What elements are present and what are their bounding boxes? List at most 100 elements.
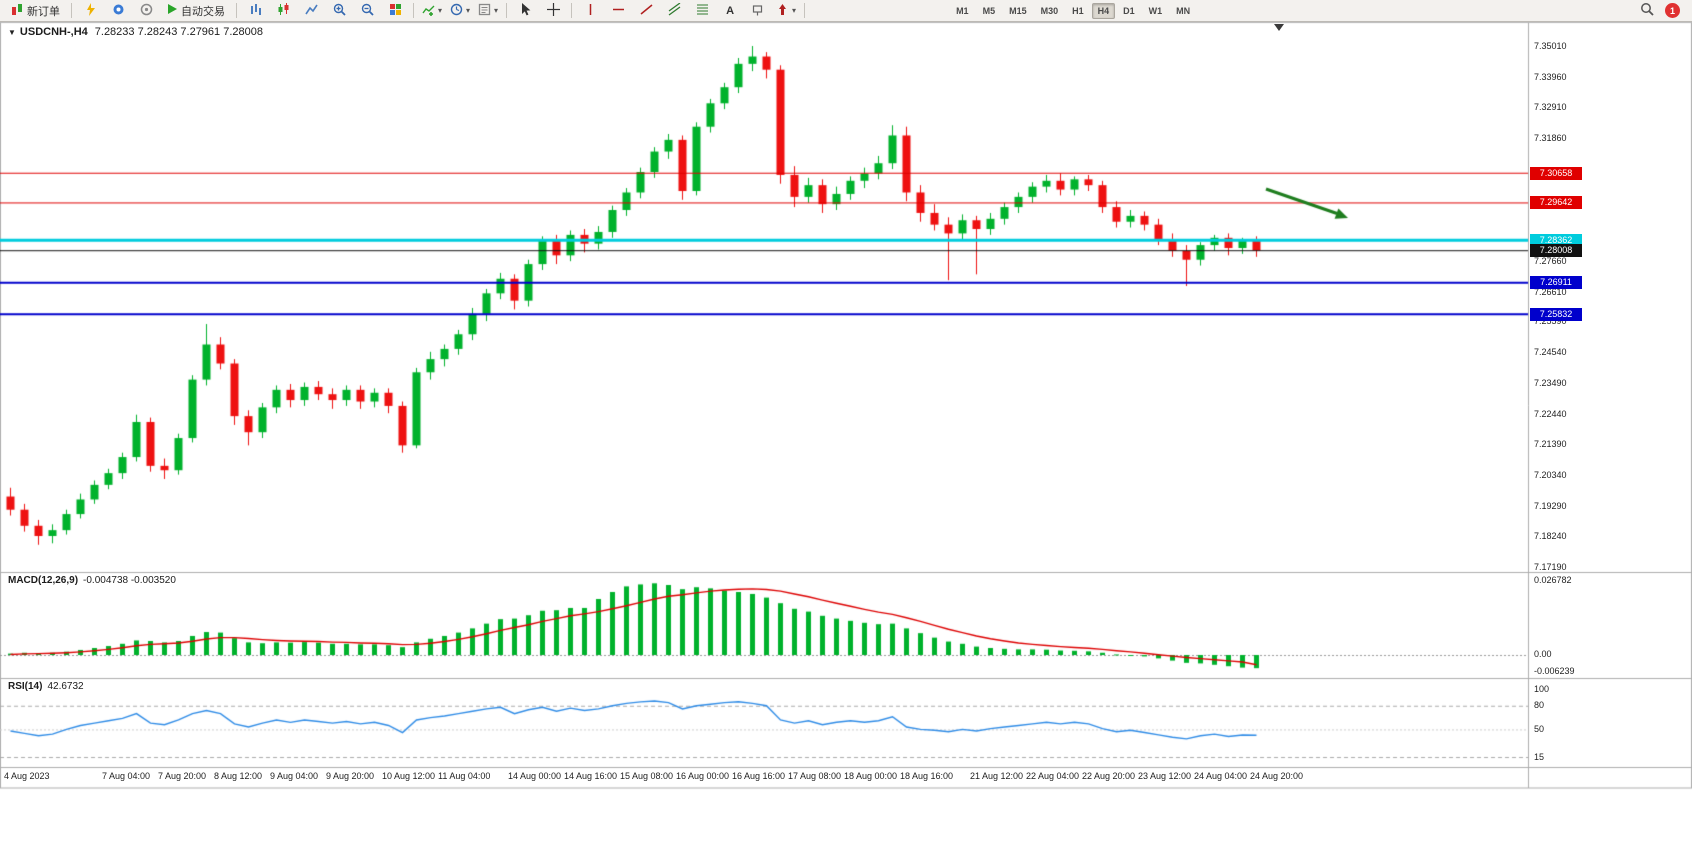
- price-level-badge: 7.26911: [1530, 276, 1582, 290]
- toolbar: 新订单 自动交易 ▾ ▾ ▾: [0, 0, 1692, 22]
- separator: [236, 3, 237, 18]
- price-tick: 7.23490: [1534, 377, 1567, 388]
- time-label: 7 Aug 04:00: [102, 771, 151, 781]
- rsi-axis-label: 50: [1534, 723, 1545, 734]
- line-chart-button[interactable]: [297, 1, 325, 21]
- separator: [804, 3, 806, 18]
- separator: [71, 3, 72, 18]
- price-tick: 7.19290: [1534, 500, 1567, 511]
- chart-shift-marker[interactable]: [1274, 24, 1284, 31]
- price-tick: 7.22440: [1534, 408, 1567, 419]
- timeframe-h4-button[interactable]: H4: [1091, 2, 1116, 19]
- time-label: 16 Aug 00:00: [676, 771, 730, 781]
- auto-trading-button[interactable]: 自动交易: [160, 1, 232, 21]
- horizontal-line-icon: [612, 3, 625, 19]
- crosshair-button[interactable]: [539, 1, 567, 21]
- chart-title: ▼ USDCNH-,H4 7.28233 7.28243 7.27961 7.280…: [8, 26, 263, 38]
- alerts-icon: [140, 3, 153, 19]
- candlestick-chart-icon: [277, 2, 290, 19]
- templates-button[interactable]: ▾: [474, 1, 502, 21]
- chart-menu-icon[interactable]: ▼: [8, 28, 16, 37]
- bar-chart-icon: [249, 3, 262, 19]
- crosshair-icon: [546, 2, 560, 19]
- timeframe-m15-button[interactable]: M15: [1009, 5, 1027, 16]
- new-order-icon: [11, 3, 24, 19]
- price-tick: 7.27660: [1534, 255, 1567, 266]
- rsi-axis-label: 80: [1534, 700, 1545, 710]
- timeframe-d1-button[interactable]: D1: [1123, 5, 1135, 16]
- time-label: 22 Aug 20:00: [1082, 771, 1136, 781]
- indicators-button[interactable]: ▾: [418, 1, 446, 21]
- time-label: 11 Aug 04:00: [438, 771, 491, 781]
- price-tick: 7.20340: [1534, 469, 1567, 480]
- price-level-badge: 7.29642: [1530, 196, 1582, 210]
- rsi-name: RSI(14): [8, 681, 43, 692]
- arrows-button[interactable]: ▾: [772, 1, 800, 21]
- current-price-badge: 7.28008: [1530, 244, 1582, 258]
- cursor-icon: [519, 2, 532, 19]
- timeframe-m1-button[interactable]: M1: [956, 5, 969, 16]
- label-button[interactable]: [744, 1, 772, 21]
- time-label: 7 Aug 20:00: [158, 771, 207, 781]
- price-tick: 7.24540: [1534, 347, 1567, 358]
- cursor-button[interactable]: [511, 1, 539, 21]
- alerts-button[interactable]: [132, 1, 160, 21]
- text-icon: A: [726, 4, 735, 17]
- time-label: 24 Aug 04:00: [1194, 771, 1248, 781]
- timeframe-m5-button[interactable]: M5: [982, 5, 996, 16]
- timeframe-m30-button[interactable]: M30: [1040, 5, 1059, 16]
- time-label: 21 Aug 12:00: [970, 771, 1024, 781]
- chart-canvas[interactable]: [0, 0, 1692, 800]
- bar-chart-button[interactable]: [241, 1, 269, 21]
- macd-values: -0.004738 -0.003520: [83, 575, 176, 586]
- search-button[interactable]: [1633, 1, 1661, 21]
- trendline-icon: [640, 3, 653, 19]
- price-tick: 7.26610: [1534, 286, 1567, 297]
- chevron-down-icon: ▾: [792, 6, 797, 15]
- fibonacci-button[interactable]: [688, 1, 716, 21]
- vertical-line-icon: [584, 3, 597, 19]
- trendline-button[interactable]: [632, 1, 660, 21]
- separator: [571, 3, 573, 18]
- rsi-axis-label: 15: [1534, 751, 1545, 762]
- timeframe-h1-button[interactable]: H1: [1072, 5, 1084, 16]
- zoom-in-button[interactable]: [325, 1, 353, 21]
- time-label: 18 Aug 00:00: [844, 771, 898, 781]
- charts-button[interactable]: [76, 1, 104, 21]
- time-label: 10 Aug 12:00: [382, 771, 436, 781]
- price-tick: 7.21390: [1534, 439, 1567, 450]
- play-icon: [167, 3, 178, 18]
- time-label: 23 Aug 12:00: [1138, 771, 1192, 781]
- zoom-out-button[interactable]: [353, 1, 381, 21]
- profiles-button[interactable]: [104, 1, 132, 21]
- periods-button[interactable]: ▾: [446, 1, 474, 21]
- time-label: 9 Aug 20:00: [326, 771, 375, 781]
- channel-button[interactable]: [660, 1, 688, 21]
- timeframe-w1-button[interactable]: W1: [1148, 5, 1163, 16]
- search-icon: [1640, 2, 1654, 19]
- price-level-badge: 7.28362: [1530, 233, 1582, 247]
- notification-badge[interactable]: 1: [1665, 3, 1680, 18]
- price-tick: 7.18240: [1534, 531, 1567, 542]
- price-tick: 7.25590: [1534, 316, 1567, 327]
- timeframe-group: M1 M5 M15 M30 H1 H4 D1 W1 MN: [949, 2, 1197, 19]
- text-button[interactable]: A: [716, 1, 744, 21]
- zoom-out-icon: [361, 3, 374, 19]
- lightning-icon: [84, 2, 97, 19]
- macd-axis-label: 0.026782: [1534, 575, 1572, 585]
- fibonacci-icon: [696, 3, 709, 19]
- new-order-button[interactable]: 新订单: [4, 1, 67, 21]
- price-tick: 7.35010: [1534, 41, 1567, 51]
- price-level-badge: 7.30658: [1530, 166, 1582, 180]
- horizontal-line-button[interactable]: [604, 1, 632, 21]
- tile-windows-button[interactable]: [381, 1, 409, 21]
- template-icon: [478, 3, 491, 19]
- vertical-line-button[interactable]: [576, 1, 604, 21]
- timeframe-mn-button[interactable]: MN: [1176, 5, 1191, 16]
- macd-name: MACD(12,26,9): [8, 575, 79, 586]
- time-label: 15 Aug 08:00: [620, 771, 674, 781]
- ohlc-values: 7.28233 7.28243 7.27961 7.28008: [94, 26, 263, 38]
- candlestick-chart-button[interactable]: [269, 1, 297, 21]
- symbol-period: USDCNH-,H4: [19, 26, 88, 38]
- clock-icon: [450, 3, 463, 19]
